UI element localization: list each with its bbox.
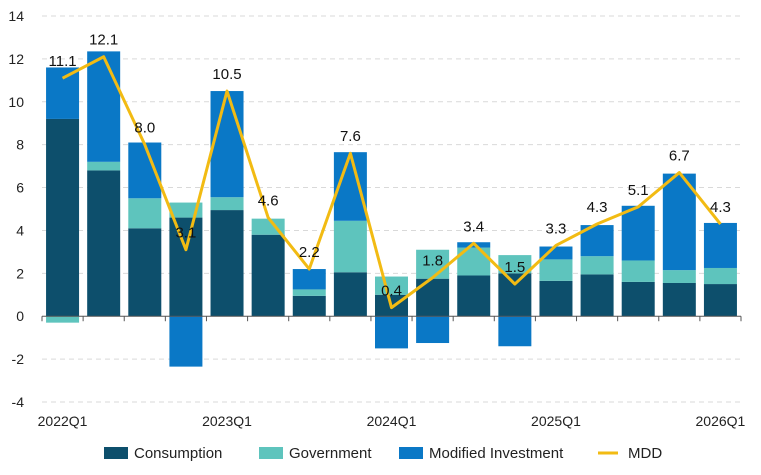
x-tick-label: 2026Q1 — [696, 413, 746, 429]
mdd-data-label: 4.3 — [710, 199, 731, 216]
bar-modified-investment — [169, 316, 203, 367]
legend: Consumption Government Modified Investment… — [104, 445, 662, 462]
legend-item-government: Government — [259, 445, 372, 462]
bar-modified-investment — [292, 269, 326, 290]
mdd-data-label: 11.1 — [49, 53, 77, 70]
y-tick-label: 0 — [16, 308, 24, 324]
mdd-data-label: 12.1 — [89, 32, 118, 49]
bar-consumption — [457, 275, 491, 317]
x-tick-label: 2022Q1 — [38, 413, 88, 429]
bar-government — [416, 249, 450, 279]
mdd-data-label: 6.7 — [669, 148, 690, 165]
bar-government — [498, 255, 532, 274]
legend-swatch — [259, 447, 283, 459]
mdd-data-label: 4.6 — [258, 193, 279, 210]
legend-item-consumption: Consumption — [104, 445, 222, 462]
bar-government — [87, 161, 121, 171]
y-tick-label: 2 — [16, 265, 24, 281]
bar-government — [621, 260, 655, 282]
y-tick-label: -2 — [12, 351, 25, 367]
bar-modified-investment — [621, 205, 655, 261]
bar-consumption — [333, 272, 367, 317]
bar-government — [128, 198, 162, 229]
bar-government — [292, 289, 326, 296]
mdd-data-label: 3.3 — [546, 220, 567, 237]
y-tick-label: -4 — [12, 394, 25, 410]
x-tick-label: 2024Q1 — [367, 413, 417, 429]
mdd-data-label: 4.3 — [587, 199, 608, 216]
bar-consumption — [703, 284, 737, 317]
y-tick-label: 8 — [16, 137, 24, 153]
mdd-data-label: 7.6 — [340, 128, 361, 145]
bar-government — [539, 259, 573, 281]
bar-consumption — [87, 170, 121, 317]
bar-consumption — [292, 295, 326, 317]
bar-consumption — [210, 210, 244, 317]
legend-swatch — [399, 447, 423, 459]
axis-layer: -4 -2 0 2 4 6 8 10 12 14 2022Q1 2023Q1 2024Q1 2025Q1 2… — [8, 8, 745, 429]
mdd-data-label: 0.4 — [381, 283, 402, 300]
legend-label: Modified Investment — [429, 445, 564, 462]
bar-government — [703, 267, 737, 285]
bar-modified-investment — [375, 316, 408, 349]
mdd-data-label: 5.1 — [628, 182, 649, 199]
legend-item-modified-investment: Modified Investment — [399, 445, 564, 462]
bar-consumption — [128, 228, 162, 317]
x-tick-label: 2023Q1 — [202, 413, 252, 429]
bar-modified-investment — [703, 222, 737, 268]
bar-modified-investment — [416, 316, 450, 344]
bar-government — [251, 218, 285, 235]
line-layer — [61, 55, 722, 310]
bar-consumption — [580, 274, 614, 317]
bar-modified-investment — [498, 316, 532, 347]
x-tick-label: 2025Q1 — [531, 413, 581, 429]
bar-consumption — [498, 273, 532, 317]
bar-modified-investment — [539, 246, 573, 260]
legend-item-mdd: MDD — [598, 445, 662, 462]
bars-layer — [46, 51, 737, 367]
mdd-data-label: 2.2 — [299, 244, 320, 261]
bar-government — [580, 256, 614, 275]
bar-consumption — [169, 217, 203, 317]
bar-consumption — [539, 280, 573, 317]
y-tick-label: 10 — [8, 94, 24, 110]
bar-modified-investment — [46, 67, 80, 119]
legend-swatch — [104, 447, 128, 459]
mdd-data-label: 8.0 — [134, 120, 155, 137]
y-tick-label: 12 — [8, 51, 24, 67]
y-tick-label: 14 — [8, 8, 24, 24]
legend-label: Government — [289, 445, 372, 462]
bar-modified-investment — [210, 91, 244, 198]
bar-government — [662, 270, 696, 283]
bar-consumption — [251, 234, 285, 317]
bar-consumption — [46, 118, 80, 317]
labels-layer: 11.1 12.1 8.0 3.1 10.5 4.6 2.2 7.6 0.4 1.8 3.4 1.5 3… — [49, 32, 731, 300]
mdd-data-label: 1.5 — [504, 259, 525, 276]
mdd-data-label: 3.4 — [463, 218, 484, 235]
bar-consumption — [621, 281, 655, 317]
bar-government — [333, 220, 367, 273]
mdd-data-label: 3.1 — [175, 225, 196, 242]
bar-modified-investment — [87, 51, 121, 162]
mdd-data-label: 10.5 — [212, 66, 241, 83]
bar-government — [46, 316, 80, 323]
y-tick-label: 6 — [16, 180, 24, 196]
y-tick-label: 4 — [16, 222, 24, 238]
bar-modified-investment — [662, 173, 696, 271]
bar-consumption — [662, 282, 696, 317]
legend-label: MDD — [628, 445, 662, 462]
mdd-data-label: 1.8 — [422, 253, 443, 270]
legend-label: Consumption — [134, 445, 222, 462]
bar-government — [210, 197, 244, 211]
